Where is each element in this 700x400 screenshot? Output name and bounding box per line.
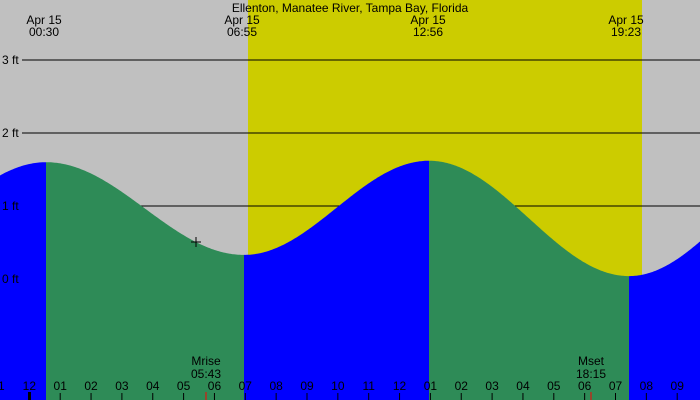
hour-tick-label: 03 — [485, 379, 499, 393]
y-tick-label: 3 ft — [2, 53, 19, 67]
svg-text:Mrise: Mrise — [191, 354, 221, 368]
hour-tick-label: 09 — [300, 379, 314, 393]
hour-tick-label: 11 — [362, 379, 375, 393]
falling-tide-area — [429, 160, 629, 400]
y-tick-label: 1 ft — [2, 199, 19, 213]
falling-tide-area — [46, 162, 244, 400]
hour-tick-label: 12 — [393, 379, 407, 393]
svg-text:Mset: Mset — [578, 354, 605, 368]
extreme-date: Apr 15 — [608, 13, 644, 27]
y-axis-labels: 0 ft 1 ft 2 ft 3 ft — [2, 53, 19, 286]
crosshair-icon — [191, 237, 201, 247]
hour-tick-label: 02 — [84, 379, 98, 393]
extreme-time: 12:56 — [413, 25, 443, 39]
extreme-time: 19:23 — [611, 25, 641, 39]
tide-areas — [0, 160, 700, 400]
rising-tide-area — [244, 160, 429, 400]
hour-tick-label: 09 — [671, 379, 685, 393]
y-tick-label: 2 ft — [2, 126, 19, 140]
y-tick-label: 0 ft — [2, 272, 19, 286]
svg-text:18:15: 18:15 — [576, 367, 606, 381]
hour-tick-label: 08 — [269, 379, 283, 393]
extreme-time: 00:30 — [29, 25, 59, 39]
extreme-date: Apr 15 — [26, 13, 62, 27]
hour-tick-label: 05 — [547, 379, 561, 393]
hour-tick-label: 02 — [455, 379, 469, 393]
hour-tick-label: 06 — [208, 379, 222, 393]
moonset-label: Mset 18:15 — [576, 354, 606, 381]
x-axis-hour-ticks: 11 12 01 02 03 04 05 06 07 08 09 10 11 12 01 02 03 04 05 06… — [0, 379, 684, 400]
extreme-date: Apr 15 — [224, 13, 260, 27]
hour-tick-label: 08 — [640, 379, 654, 393]
hour-tick-label: 04 — [516, 379, 530, 393]
rising-tide-area — [0, 162, 46, 400]
hour-tick-label: 07 — [239, 379, 253, 393]
now-marker — [28, 392, 31, 400]
hour-tick-label: 03 — [115, 379, 129, 393]
extreme-time: 06:55 — [227, 25, 257, 39]
extreme-date: Apr 15 — [410, 13, 446, 27]
hour-tick-label: 01 — [54, 379, 68, 393]
hour-tick-label: 01 — [424, 379, 438, 393]
hour-tick-label: 05 — [177, 379, 191, 393]
hour-tick-label: 11 — [0, 379, 5, 393]
moonrise-label: Mrise 05:43 — [191, 354, 221, 381]
chart-title: Ellenton, Manatee River, Tampa Bay, Flor… — [232, 1, 469, 15]
svg-text:05:43: 05:43 — [191, 367, 221, 381]
hour-tick-label: 12 — [23, 379, 37, 393]
rising-tide-area — [629, 241, 700, 400]
hour-tick-label: 04 — [146, 379, 160, 393]
hour-tick-label: 06 — [578, 379, 592, 393]
hour-tick-label: 10 — [331, 379, 345, 393]
hour-tick-label: 07 — [609, 379, 623, 393]
